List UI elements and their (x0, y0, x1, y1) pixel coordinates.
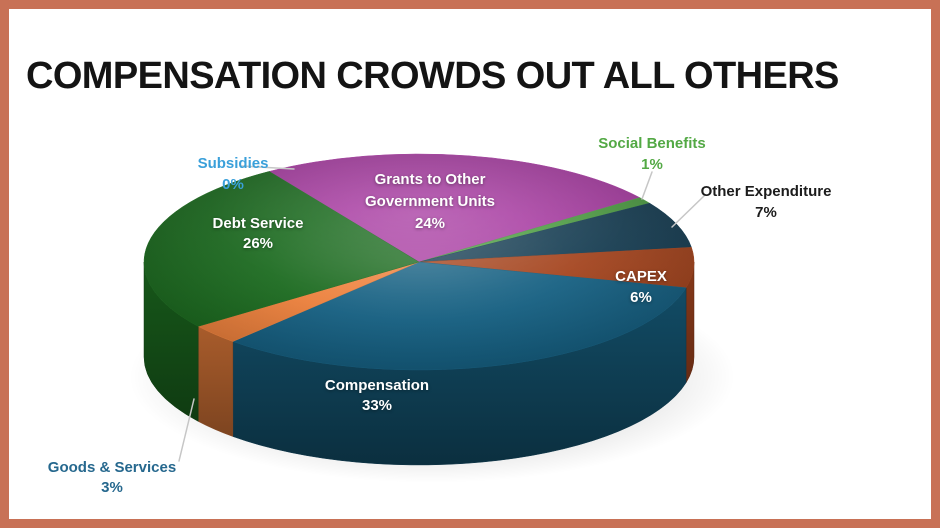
label-subsidies-text: Subsidies (197, 155, 269, 172)
label-goods_services-text: Goods & Services (47, 459, 177, 476)
label-debt_service: Debt Service 26% (163, 214, 353, 254)
label-other_expenditure: Other Expenditure 7% (656, 181, 876, 223)
label-capex: CAPEX 6% (571, 266, 711, 308)
label-goods_services: Goods & Services 3% (9, 458, 222, 498)
label-social_benefits: Social Benefits 1% (557, 133, 747, 175)
label-debt_service-pct: 26% (242, 235, 274, 252)
label-grants: Grants to Other Government Units 24% (305, 169, 555, 235)
label-grants-text: Government Units (364, 193, 496, 210)
leader-line-subsidies (241, 165, 295, 170)
pie-sheen-overlay (144, 154, 694, 370)
pie-3d-svg (129, 153, 735, 483)
label-capex-pct: 6% (630, 289, 652, 306)
label-other_expenditure-text: Other Expenditure (700, 183, 832, 200)
label-subsidies: Subsidies 0% (148, 153, 318, 195)
pie-chart: Grants to Other Government Units 24% Social… (9, 9, 931, 519)
page-title: COMPENSATION CROWDS OUT ALL OTHERS (26, 55, 839, 97)
leader-line-social_benefits (641, 171, 653, 200)
label-capex-text: CAPEX (615, 268, 667, 285)
label-debt_service-text: Debt Service (212, 215, 304, 232)
label-goods_services-pct: 3% (101, 479, 123, 496)
label-subsidies-pct: 0% (222, 176, 244, 193)
pie-slice-goods_services-side (197, 325, 234, 437)
label-social_benefits-pct: 1% (641, 156, 663, 173)
label-other_expenditure-pct: 7% (755, 204, 777, 221)
leader-line-goods_services (178, 398, 195, 462)
label-social_benefits-text: Social Benefits (598, 135, 706, 152)
leader-line-other_expenditure (671, 195, 705, 228)
label-compensation-pct: 33% (361, 397, 393, 414)
label-compensation: Compensation 33% (257, 376, 497, 416)
label-compensation-text: Compensation (324, 377, 430, 394)
label-grants-text: Grants to Other (374, 171, 486, 188)
label-grants-pct: 24% (414, 215, 446, 232)
